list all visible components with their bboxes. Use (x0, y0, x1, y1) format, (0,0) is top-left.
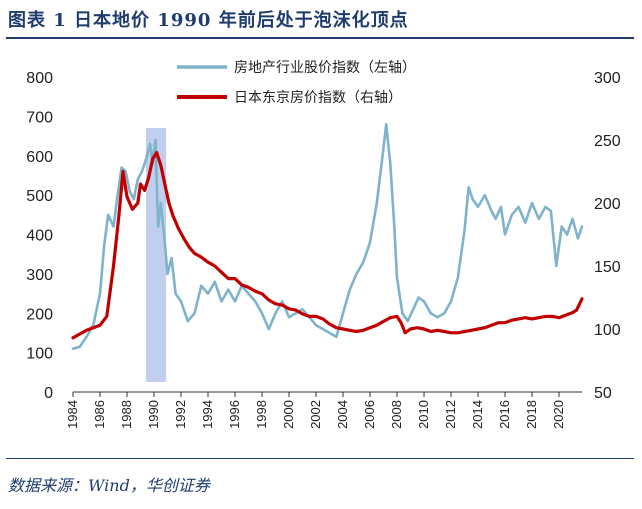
left-tick-label: 200 (26, 306, 53, 323)
x-tick-label: 2016 (497, 400, 512, 429)
right-axis: 50 100 150 200 250 300 (594, 70, 621, 402)
left-tick-label: 500 (26, 188, 53, 205)
series-line-stock-index (71, 123, 584, 351)
x-tick-label: 1996 (227, 400, 242, 429)
highlight-band (145, 128, 167, 382)
x-axis: 1984 1986 1988 1990 1992 1994 1996 1998 2000 2002… (65, 392, 566, 429)
x-tick-label: 1992 (173, 400, 188, 429)
left-tick-label: 400 (26, 228, 53, 245)
x-tick-label: 2012 (443, 400, 458, 429)
right-tick-label: 300 (594, 70, 621, 87)
series-line-tokyo-price (71, 151, 584, 340)
right-tick-label: 250 (594, 133, 621, 150)
right-tick-label: 100 (594, 322, 621, 339)
left-tick-label: 100 (26, 346, 53, 363)
left-tick-label: 800 (26, 70, 53, 87)
x-tick-label: 2018 (524, 400, 539, 429)
x-tick-label: 1998 (254, 400, 269, 429)
x-tick-label: 2006 (362, 400, 377, 429)
left-axis: 0 100 200 300 400 500 600 700 800 (26, 70, 53, 402)
source-note: 数据来源：Wind，华创证券 (8, 476, 210, 495)
legend-label-stock: 房地产行业股价指数（左轴） (234, 60, 416, 76)
x-tick-label: 2004 (335, 400, 350, 429)
footer-rule (6, 458, 634, 459)
x-tick-label: 2000 (281, 400, 296, 429)
left-tick-label: 0 (44, 385, 53, 402)
left-tick-label: 700 (26, 109, 53, 126)
right-tick-label: 150 (594, 259, 621, 276)
x-tick-label: 1984 (65, 400, 80, 429)
right-tick-label: 50 (594, 385, 612, 402)
chart-title: 图表 1 日本地价 1990 年前后处于泡沫化顶点 (8, 10, 409, 31)
x-tick-label: 2002 (308, 400, 323, 429)
right-tick-label: 200 (594, 196, 621, 213)
legend: 房地产行业股价指数（左轴） 日本东京房价指数（右轴） (177, 60, 416, 106)
x-tick-label: 1990 (146, 400, 161, 429)
series-layer (71, 123, 584, 351)
title-rule (6, 37, 634, 39)
x-tick-label: 2008 (389, 400, 404, 429)
legend-label-price: 日本东京房价指数（右轴） (234, 90, 402, 106)
x-tick-label: 1986 (92, 400, 107, 429)
x-tick-label: 2010 (416, 400, 431, 429)
x-tick-label: 1994 (200, 400, 215, 429)
left-tick-label: 300 (26, 267, 53, 284)
x-tick-label: 2020 (551, 400, 566, 429)
left-tick-label: 600 (26, 149, 53, 166)
x-tick-label: 2014 (470, 400, 485, 429)
x-tick-label: 1988 (119, 400, 134, 429)
